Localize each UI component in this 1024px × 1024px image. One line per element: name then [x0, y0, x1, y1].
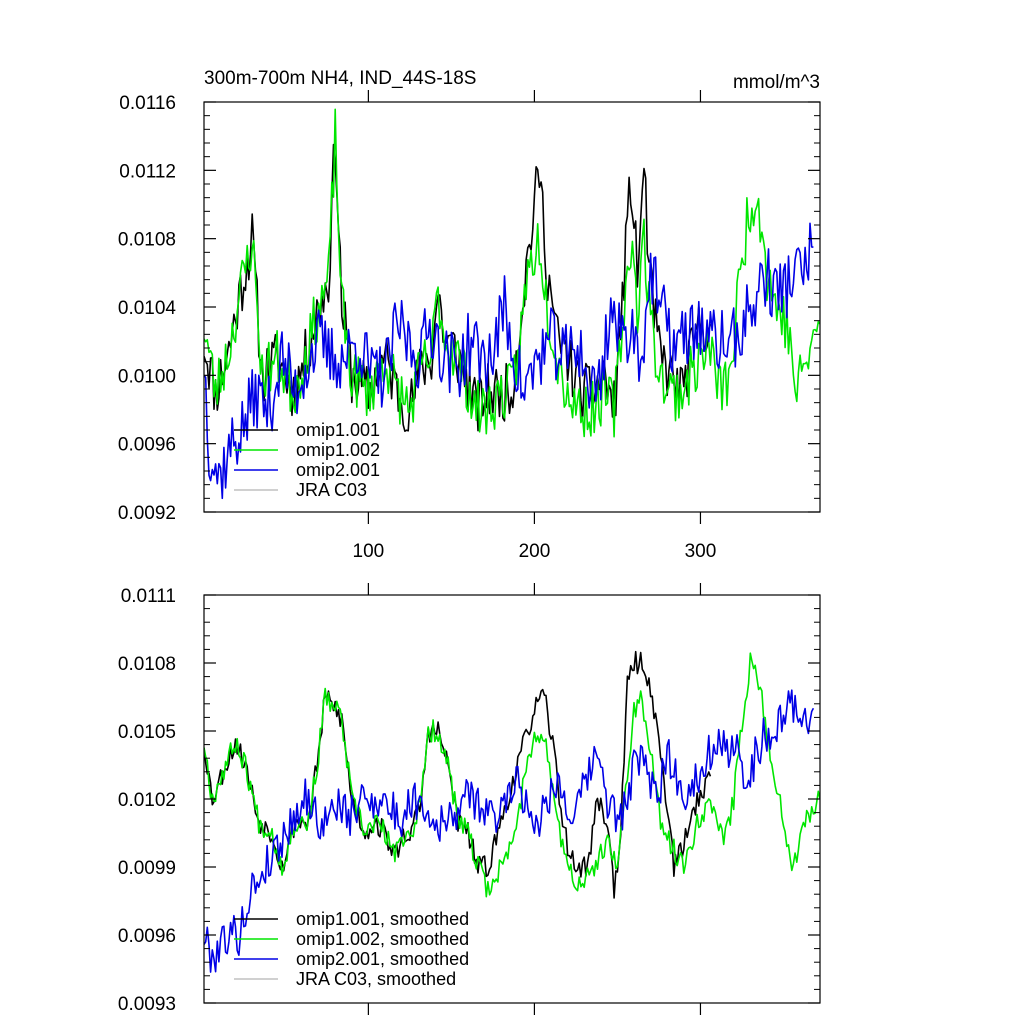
y-tick-label: 0.0096 — [118, 926, 176, 947]
x-tick-label: 300 — [685, 541, 717, 562]
y-tick-label: 0.0108 — [118, 654, 176, 675]
y-tick-label: 0.0096 — [118, 435, 176, 456]
legend-label: JRA C03 — [296, 480, 367, 500]
y-tick-label: 0.0116 — [119, 93, 176, 114]
legend-label: JRA C03, smoothed — [296, 969, 456, 989]
y-tick-label: 0.0112 — [119, 161, 176, 182]
legend-label: omip2.001 — [296, 460, 380, 480]
legend-label: omip1.002 — [296, 440, 380, 460]
y-tick-label: 0.0099 — [118, 858, 176, 879]
bottom-panel: 0.0093 0.0096 0.0099 0.0102 0.0105 0.0108 0.01… — [118, 583, 821, 1015]
legend-label: omip1.001 — [296, 420, 380, 440]
series-lines — [204, 108, 820, 500]
y-tick-label: 0.0111 — [121, 586, 176, 607]
y-tick-label: 0.0104 — [118, 298, 177, 319]
chart-title: 300m-700m NH4, IND_44S-18S — [204, 68, 476, 89]
y-tick-label: 0.0093 — [118, 994, 176, 1015]
y-tick-label: 0.0108 — [118, 230, 176, 251]
series-line-2 — [204, 222, 814, 500]
legend-label: omip1.002, smoothed — [296, 929, 469, 949]
x-tick-label: 100 — [353, 541, 385, 562]
units-label: mmol/m^3 — [733, 72, 820, 93]
series-line-2 — [204, 689, 815, 973]
series-line-0 — [204, 143, 712, 432]
legend-label: omip1.001, smoothed — [296, 909, 469, 929]
series-line-1 — [204, 108, 820, 438]
y-tick-label: 0.0092 — [118, 503, 176, 524]
series-line-1 — [204, 652, 820, 898]
x-tick-label: 200 — [519, 541, 551, 562]
series-lines — [204, 650, 820, 973]
y-tick-label: 0.0100 — [118, 366, 176, 387]
top-panel: 0.0092 0.0096 0.0100 0.0104 0.0108 0.0112 0.01… — [118, 90, 821, 562]
y-tick-label: 0.0102 — [118, 790, 176, 811]
legend-label: omip2.001, smoothed — [296, 949, 469, 969]
y-tick-label: 0.0105 — [118, 722, 176, 743]
